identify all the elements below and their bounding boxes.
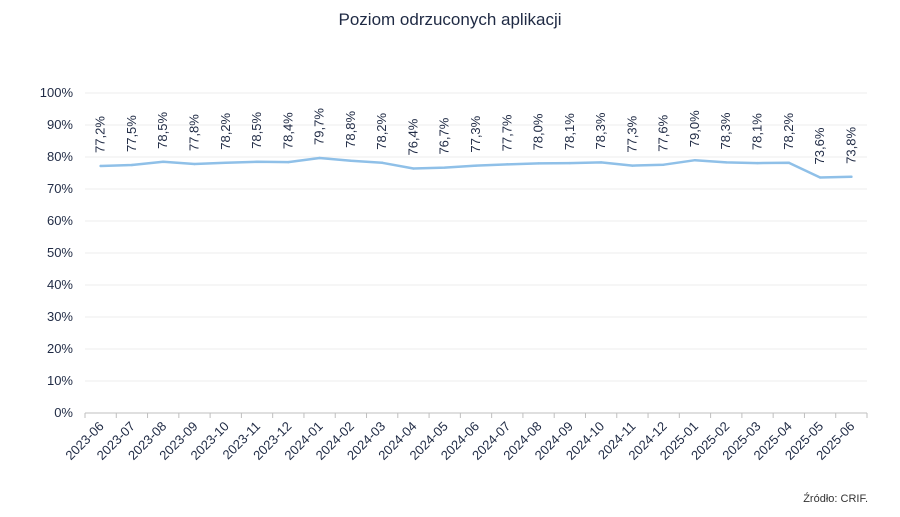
data-point (568, 161, 572, 165)
data-point (287, 160, 290, 164)
data-labels: 77,2% 77,5% 78,5% 77,8% 78,2% 78,5% 78,4% 79,7%… (93, 108, 859, 165)
data-label: 78,8% (343, 111, 358, 148)
data-label: 73,8% (843, 127, 858, 164)
data-label: 73,6% (812, 127, 827, 164)
data-point (130, 163, 134, 167)
data-point (193, 162, 196, 166)
data-label: 77,3% (468, 115, 483, 152)
data-point (474, 164, 478, 167)
data-point (318, 156, 321, 160)
data-point (537, 162, 540, 165)
data-point (662, 163, 665, 166)
data-point (756, 161, 759, 165)
data-point (506, 163, 509, 166)
y-tick-label: 0% (54, 405, 73, 420)
data-label: 78,1% (562, 113, 577, 150)
series-line (99, 156, 853, 179)
axes (84, 412, 868, 418)
data-label: 79,0% (687, 110, 702, 147)
data-label: 77,3% (624, 115, 639, 152)
y-axis-ticks: 0% 10% 20% 30% 40% 50% 60% 70% 80% 90% 100% (40, 85, 74, 420)
data-point (349, 159, 353, 163)
y-tick-label: 90% (47, 117, 73, 132)
data-label: 78,5% (249, 111, 264, 148)
y-tick-label: 80% (47, 149, 73, 164)
data-point (818, 176, 822, 179)
data-point (162, 160, 165, 163)
data-point (631, 164, 634, 167)
chart-title: Poziom odrzuconych aplikacji (338, 10, 562, 29)
y-tick-label: 100% (40, 85, 74, 100)
data-label: 78,2% (374, 112, 389, 149)
data-label: 78,2% (218, 112, 233, 149)
data-label: 78,5% (155, 111, 170, 148)
data-label: 78,3% (718, 112, 733, 149)
y-tick-label: 10% (47, 373, 73, 388)
series-layer (99, 156, 853, 179)
data-point (412, 167, 415, 170)
data-point (693, 159, 697, 162)
y-tick-label: 20% (47, 341, 73, 356)
data-label: 78,0% (531, 113, 546, 150)
data-point (850, 175, 853, 179)
data-label: 76,4% (405, 118, 420, 155)
data-label: 77,6% (656, 114, 671, 151)
data-label: 79,7% (312, 108, 327, 145)
data-point (99, 164, 102, 168)
source-note: Źródło: CRIF. (803, 493, 868, 505)
data-label: 78,3% (593, 112, 608, 149)
y-tick-label: 40% (47, 277, 73, 292)
data-label: 77,5% (124, 115, 139, 152)
data-point (443, 166, 446, 169)
data-point (599, 161, 603, 164)
y-tick-label: 30% (47, 309, 73, 324)
data-point (725, 161, 728, 164)
data-label: 77,8% (186, 114, 201, 151)
y-tick-label: 60% (47, 213, 73, 228)
data-label: 77,2% (93, 116, 108, 153)
y-tick-label: 50% (47, 245, 73, 260)
data-label: 78,4% (280, 112, 295, 149)
data-point (380, 161, 384, 164)
y-tick-label: 70% (47, 181, 73, 196)
x-axis-ticks: 2023-062023-072023-082023-092023-102023-… (62, 419, 857, 463)
data-label: 76,7% (437, 117, 452, 154)
gridlines (85, 92, 867, 382)
data-label: 78,1% (750, 113, 765, 150)
data-label: 77,7% (499, 114, 514, 151)
data-point (787, 161, 790, 164)
data-label: 78,2% (781, 112, 796, 149)
data-point (255, 160, 259, 163)
data-point (224, 161, 227, 164)
